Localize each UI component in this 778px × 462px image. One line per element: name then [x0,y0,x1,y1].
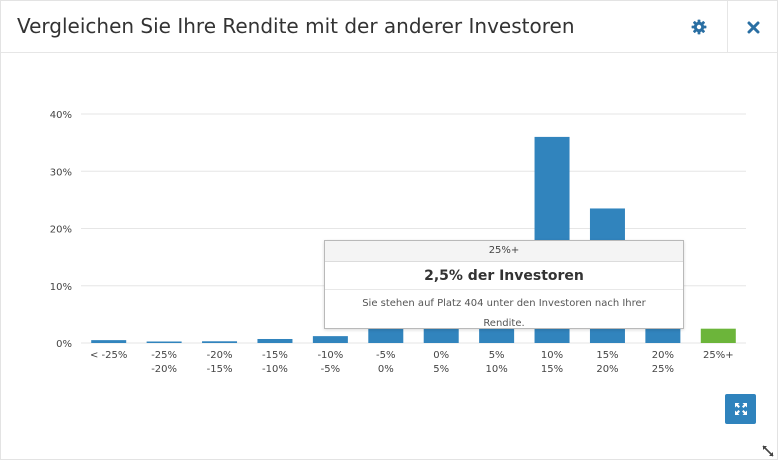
x-tick-label: 20% [596,364,618,375]
histogram-bar [700,328,736,343]
histogram-chart: 0% 10% 20% 30% 40% < -25% -25% -20% -20% -15% -15%… [50,110,746,375]
x-tick-label: -25% [151,350,177,361]
panel-title: Vergleichen Sie Ihre Rendite mit der and… [17,14,575,38]
y-tick-label: 40% [50,110,72,121]
close-icon [747,21,760,33]
x-tick-label: 10% [541,350,563,361]
histogram-bar [312,336,348,343]
x-tick-label: 25%+ [703,350,734,361]
resize-handle[interactable] [761,443,775,457]
x-tick-label: -10% [317,350,343,361]
x-tick-label: -10% [262,364,288,375]
x-tick-label: 0% [378,364,394,375]
histogram-bar [91,340,127,343]
y-tick-label: 0% [56,339,72,350]
y-tick-label: 20% [50,225,72,236]
x-tick-label: 10% [486,364,508,375]
x-tick-label: -20% [151,364,177,375]
panel-header: Vergleichen Sie Ihre Rendite mit der and… [1,1,777,53]
tooltip-headline: 2,5% der Investoren [325,262,683,290]
expand-button[interactable] [725,394,756,424]
x-tick-label: 0% [433,350,449,361]
tooltip-description: Sie stehen auf Platz 404 unter den Inves… [362,298,646,329]
y-tick-label: 10% [50,282,72,293]
x-tick-label: -5% [376,350,395,361]
x-tick-label: 20% [652,350,674,361]
x-tick-label: -15% [262,350,288,361]
histogram-bar [202,341,238,343]
x-tick-label: -20% [207,350,233,361]
gear-icon [691,19,707,35]
bar-tooltip: 25%+ 2,5% der Investoren Sie stehen auf … [324,240,684,329]
x-tick-label: -5% [321,364,340,375]
close-button[interactable] [727,1,778,53]
resize-icon [762,445,774,457]
x-tick-label: -15% [207,364,233,375]
histogram-bar [257,338,293,343]
settings-button[interactable] [673,1,725,53]
x-tick-label: 5% [433,364,449,375]
x-tick-label: < -25% [90,350,127,361]
x-tick-label: 15% [541,364,563,375]
x-tick-label: 25% [652,364,674,375]
x-tick-label: 15% [596,350,618,361]
y-tick-label: 30% [50,167,72,178]
x-tick-label: 5% [489,350,505,361]
expand-icon [734,403,747,415]
histogram-bar [146,341,182,343]
tooltip-category: 25%+ [325,241,683,262]
